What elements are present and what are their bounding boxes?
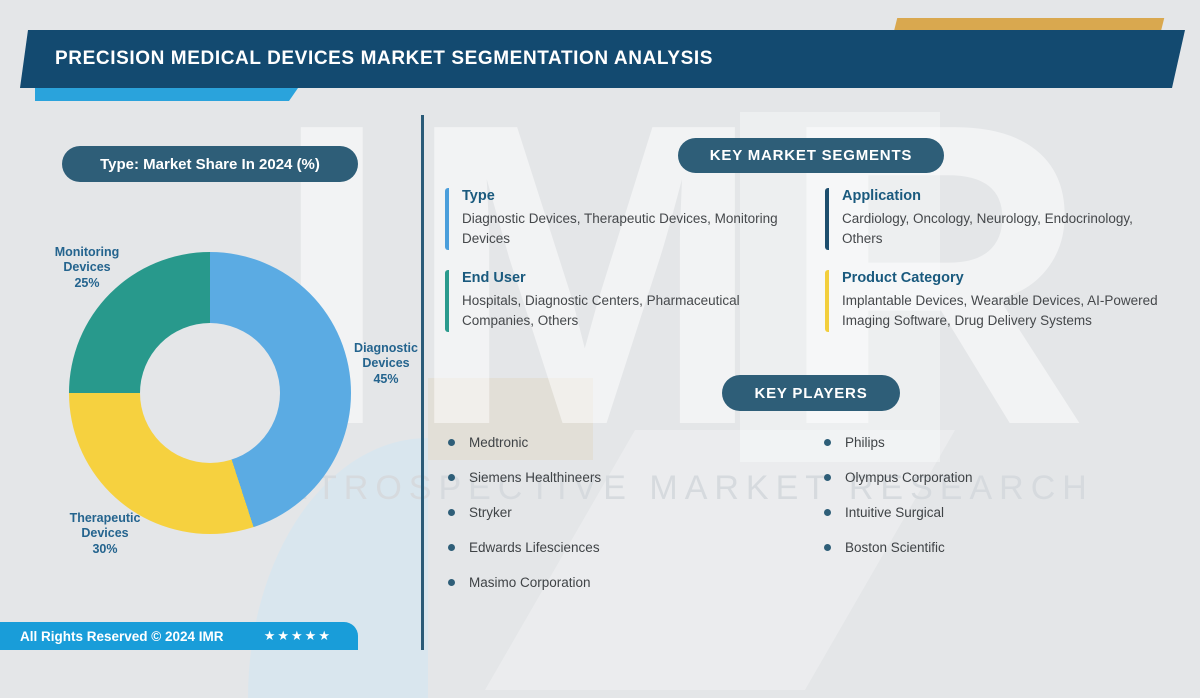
bullet-icon: [448, 543, 455, 551]
segment-description: Cardiology, Oncology, Neurology, Endocri…: [842, 211, 1133, 247]
segment-title: End User: [462, 270, 526, 286]
footer-bar: All Rights Reserved © 2024 IMR ★★★★★: [0, 622, 358, 650]
donut-chart[interactable]: [69, 252, 351, 534]
segment-title: Product Category: [842, 270, 964, 286]
bullet-icon: [448, 438, 455, 446]
segment-product-category: Product Category Implantable Devices, Wea…: [825, 270, 1170, 332]
player-list-item: Masimo Corporation: [448, 572, 778, 592]
segment-type: Type Diagnostic Devices, Therapeutic Devi…: [445, 188, 785, 250]
player-list-item: Stryker: [448, 502, 778, 522]
bullet-icon: [824, 508, 831, 516]
player-name: Philips: [845, 434, 885, 450]
star-rating: ★★★★★: [263, 628, 332, 643]
chart-title-badge: Type: Market Share In 2024 (%): [62, 146, 358, 182]
segment-end-user: End User Hospitals, Diagnostic Centers, P…: [445, 270, 785, 332]
players-column-left: Medtronic Siemens Healthineers Stryker Edwa…: [448, 432, 778, 607]
segment-description: Diagnostic Devices, Therapeutic Devices,…: [462, 211, 778, 247]
segment-title: Application: [842, 188, 921, 204]
segment-description: Implantable Devices, Wearable Devices, A…: [842, 293, 1158, 329]
player-list-item: Boston Scientific: [824, 537, 1154, 557]
slice-percentage: 30%: [92, 541, 118, 556]
slice-percentage: 45%: [373, 371, 399, 386]
player-list-item: Medtronic: [448, 432, 778, 452]
vertical-divider: [421, 115, 424, 650]
bullet-icon: [448, 473, 455, 481]
player-name: Intuitive Surgical: [845, 504, 945, 520]
player-name: Masimo Corporation: [469, 574, 591, 590]
key-players-badge: KEY PLAYERS: [722, 375, 900, 411]
bullet-icon: [824, 438, 831, 446]
blue-accent-bar: [35, 88, 298, 101]
segment-application: Application Cardiology, Oncology, Neurolo…: [825, 188, 1170, 250]
slice-percentage: 25%: [74, 275, 100, 290]
donut-label-therapeutic-devices: Therapeutic Devices 30%: [58, 511, 152, 557]
segment-description: Hospitals, Diagnostic Centers, Pharmaceu…: [462, 293, 740, 329]
imr-watermark-letters: IMR: [272, 35, 1103, 515]
bullet-icon: [824, 543, 831, 551]
player-name: Stryker: [469, 504, 512, 520]
background-beige-shape: [428, 378, 593, 460]
donut-label-monitoring-devices: Monitoring Devices 25%: [38, 245, 136, 291]
player-list-item: Intuitive Surgical: [824, 502, 1154, 522]
player-list-item: Siemens Healthineers: [448, 467, 778, 487]
player-name: Siemens Healthineers: [469, 469, 602, 485]
infographic-canvas: IMR INTROSPECTIVE MARKET RESEARCH PRECIS…: [0, 18, 1185, 698]
player-name: Edwards Lifesciences: [469, 539, 600, 555]
slice-label-text: Diagnostic Devices: [354, 341, 418, 371]
slice-label-text: Therapeutic Devices: [69, 511, 141, 541]
segments-grid: Type Diagnostic Devices, Therapeutic Devi…: [445, 188, 1170, 332]
bullet-icon: [448, 508, 455, 516]
key-market-segments-badge: KEY MARKET SEGMENTS: [678, 138, 944, 173]
players-column-right: Philips Olympus Corporation Intuitive Surg…: [824, 432, 1154, 572]
bullet-icon: [824, 473, 831, 481]
player-list-item: Edwards Lifesciences: [448, 537, 778, 557]
title-banner: PRECISION MEDICAL DEVICES MARKET SEGMENT…: [20, 30, 1185, 88]
donut-label-diagnostic-devices: Diagnostic Devices 45%: [350, 341, 422, 387]
slice-label-text: Monitoring Devices: [54, 245, 120, 275]
player-list-item: Philips: [824, 432, 1154, 452]
introspective-market-research-watermark: INTROSPECTIVE MARKET RESEARCH: [268, 469, 1094, 507]
page-title: PRECISION MEDICAL DEVICES MARKET SEGMENT…: [55, 48, 714, 69]
bullet-icon: [448, 578, 455, 586]
player-name: Medtronic: [469, 434, 529, 450]
copyright-text: All Rights Reserved © 2024 IMR: [20, 628, 224, 644]
player-name: Olympus Corporation: [845, 469, 973, 485]
player-name: Boston Scientific: [845, 539, 945, 555]
segment-title: Type: [462, 188, 495, 204]
player-list-item: Olympus Corporation: [824, 467, 1154, 487]
